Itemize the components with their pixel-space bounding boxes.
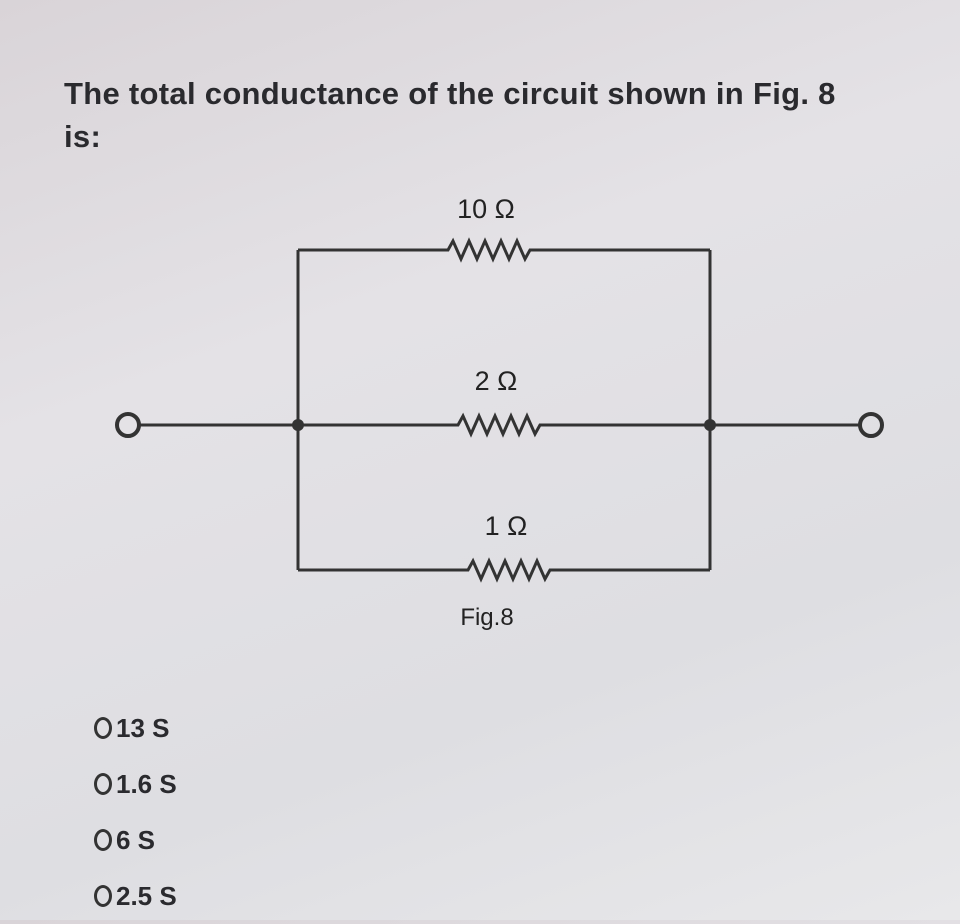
resistor-symbol: [460, 557, 558, 583]
junction-node: [704, 419, 716, 431]
resistor-symbol: [450, 412, 548, 438]
option-label[interactable]: 13 S: [116, 712, 170, 743]
answer-option[interactable]: 6 S: [94, 812, 177, 868]
option-label[interactable]: 1.6 S: [116, 768, 177, 799]
junction-node: [292, 419, 304, 431]
answer-option[interactable]: 13 S: [94, 700, 177, 756]
radio-button[interactable]: [94, 885, 112, 907]
option-label[interactable]: 6 S: [116, 824, 156, 855]
resistor-label: 10 Ω: [457, 194, 515, 224]
circuit-wires: [139, 248, 860, 572]
question-text: The total conductance of the circuit sho…: [64, 76, 836, 155]
radio-button[interactable]: [94, 717, 112, 739]
terminal: [115, 412, 141, 438]
answer-option[interactable]: 1.6 S: [94, 756, 177, 812]
resistor-label: 2 Ω: [475, 366, 518, 396]
terminal: [858, 412, 884, 438]
resistor-symbol: [440, 237, 538, 263]
answer-option[interactable]: 2.5 S: [94, 868, 177, 924]
answer-options: 13 S 1.6 S 6 S 2.5 S: [94, 700, 177, 924]
radio-button[interactable]: [94, 829, 112, 851]
radio-button[interactable]: [94, 773, 112, 795]
figure-caption: Fig.8: [460, 604, 513, 631]
option-label[interactable]: 2.5 S: [116, 880, 177, 911]
circuit-figure: 10 Ω 2 Ω 1 Ω Fig.8: [115, 194, 884, 631]
resistor-label: 1 Ω: [485, 511, 528, 541]
